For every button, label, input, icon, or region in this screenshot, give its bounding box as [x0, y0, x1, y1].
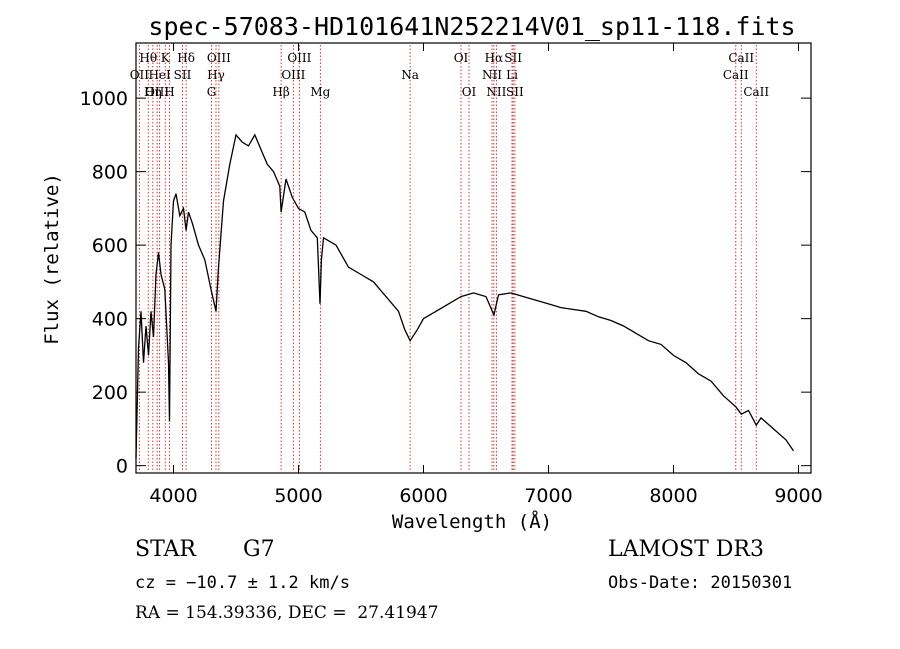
line-label-15: Mg — [310, 85, 330, 99]
line-label-23: Li — [506, 68, 518, 82]
y-tick-label-1: 200 — [92, 382, 128, 404]
line-label-26: CaII — [723, 68, 749, 82]
y-tick-label-2: 400 — [92, 309, 128, 331]
line-label-24: SII — [506, 85, 524, 99]
x-tick-label-2: 6000 — [399, 485, 447, 507]
line-label-21: NII — [486, 85, 506, 99]
y-tick-label-4: 800 — [92, 162, 128, 184]
line-label-10: Hγ — [207, 68, 225, 82]
line-label-13: OIII — [287, 51, 311, 65]
line-label-6: H — [164, 85, 174, 99]
x-axis-label: Wavelength (Å) — [392, 510, 552, 533]
line-label-22: SII — [504, 51, 522, 65]
observation-date: Obs-Date: 20150301 — [608, 573, 793, 593]
line-label-9: OIII — [207, 51, 231, 65]
line-label-11: G — [207, 85, 217, 99]
line-label-25: CaII — [728, 51, 754, 65]
spectrum-series-line — [135, 133, 795, 459]
line-label-7: SII — [174, 68, 192, 82]
line-label-0: Hθ — [139, 51, 157, 65]
x-tick-label-5: 9000 — [774, 485, 822, 507]
line-label-20: NII — [482, 68, 502, 82]
x-tick-label-3: 7000 — [524, 485, 572, 507]
x-tick-label-0: 4000 — [149, 485, 197, 507]
line-label-8: Hδ — [177, 51, 195, 65]
line-label-1: OII — [130, 68, 150, 82]
line-label-27: CaII — [743, 85, 769, 99]
y-tick-label-5: 1000 — [80, 88, 128, 110]
survey-name: LAMOST DR3 — [608, 537, 764, 562]
line-label-16: Na — [401, 68, 419, 82]
coordinates-readout: RA = 154.39336, DEC = 27.41947 — [135, 603, 439, 623]
y-axis-label: Flux (relative) — [41, 173, 63, 345]
line-label-19: Hα — [485, 51, 504, 65]
plot-frame — [135, 42, 812, 474]
line-label-14: OIII — [281, 68, 305, 82]
object-subclass: G7 — [243, 537, 275, 562]
y-tick-label-0: 0 — [116, 456, 128, 478]
line-label-3: Hη — [144, 85, 162, 99]
line-label-17: OI — [454, 51, 469, 65]
y-tick-label-3: 600 — [92, 235, 128, 257]
line-label-4: HeI — [148, 68, 171, 82]
emission-line-markers — [138, 45, 757, 472]
x-tick-label-1: 5000 — [274, 485, 322, 507]
line-label-12: Hβ — [272, 85, 289, 99]
line-label-5: K — [161, 51, 171, 65]
chart-title: spec-57083-HD101641N252214V01_sp11-118.f… — [148, 12, 795, 41]
x-axis-ticks: 4000 5000 6000 7000 8000 9000 — [149, 43, 823, 507]
x-tick-label-4: 8000 — [649, 485, 697, 507]
redshift-readout: cz = −10.7 ± 1.2 km/s — [135, 573, 350, 593]
y-axis-ticks: 0 200 400 600 800 1000 — [80, 88, 811, 478]
object-class: STAR — [135, 537, 196, 562]
line-label-18: OI — [462, 85, 477, 99]
line-label-2: OIII — [145, 85, 169, 99]
